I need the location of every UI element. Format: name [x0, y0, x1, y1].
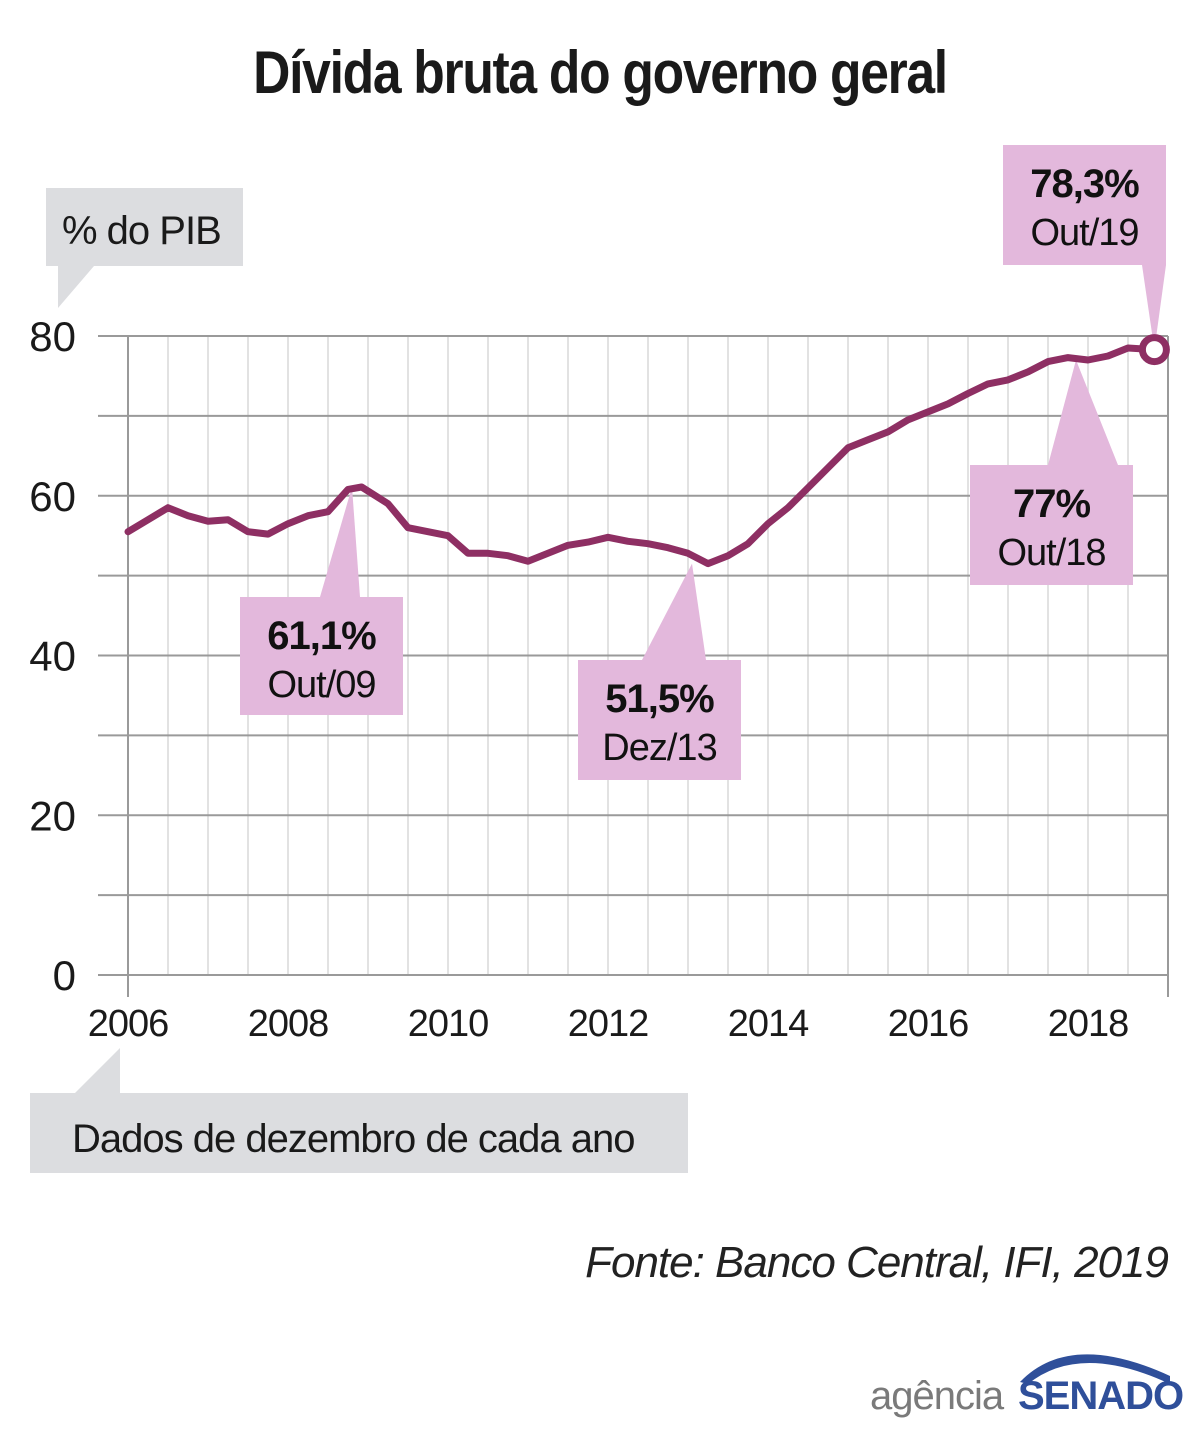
last-point-marker [1138, 334, 1170, 366]
annotation-callout: 51,5% Dez/13 [578, 563, 741, 780]
annotation-callout: 61,1% Out/09 [240, 486, 403, 715]
source-text: Fonte: Banco Central, IFI, 2019 [585, 1238, 1169, 1287]
x-tick-label: 2008 [248, 1003, 329, 1045]
y-tick-label: 20 [29, 792, 76, 839]
annotation-box [578, 660, 741, 780]
annotation-box [970, 465, 1133, 585]
annotations: 61,1% Out/09 51,5% Dez/13 77% Out/18 78,3% Out/… [240, 145, 1166, 780]
y-axis-ticks: 0 20 40 60 80 [29, 313, 76, 999]
annotation-value: 78,3% [1030, 162, 1139, 206]
annotation-date: Out/19 [1030, 212, 1138, 254]
annotation-value: 51,5% [605, 677, 714, 721]
annotation-callout: 77% Out/18 [970, 359, 1133, 585]
annotation-date: Out/09 [267, 664, 375, 706]
y-tick-label: 80 [29, 313, 76, 360]
annotation-date: Dez/13 [602, 727, 716, 769]
chart-note: Dados de dezembro de cada ano [72, 1117, 635, 1161]
logo-agencia-text: agência [870, 1374, 1004, 1418]
y-tick-label: 40 [29, 633, 76, 680]
annotation-pointer [1048, 359, 1118, 465]
line-chart: 0 20 40 60 80 2006 2008 2010 2012 2014 2016 2018 %… [29, 145, 1170, 1173]
annotation-pointer [1142, 265, 1166, 350]
x-tick-label: 2012 [568, 1003, 649, 1045]
annotation-box [1003, 145, 1166, 265]
annotation-date: Out/18 [997, 532, 1105, 574]
x-tick-label: 2016 [888, 1003, 969, 1045]
x-axis-ticks: 2006 2008 2010 2012 2014 2016 2018 [88, 1003, 1130, 1045]
series-layer [124, 334, 1170, 568]
x-tick-label: 2010 [408, 1003, 489, 1045]
annotation-value: 77% [1013, 482, 1090, 526]
y-axis-label-callout: % do PIB [46, 188, 243, 308]
note-callout: Dados de dezembro de cada ano [30, 1048, 688, 1173]
agencia-senado-logo: agência SENADO [870, 1336, 1184, 1426]
logo-senado-text: SENADO [1018, 1374, 1184, 1418]
annotation-pointer [642, 563, 706, 660]
annotation-box [240, 597, 403, 715]
logo-arc-icon [1020, 1354, 1170, 1384]
x-tick-label: 2018 [1048, 1003, 1129, 1045]
annotation-pointer [320, 486, 360, 597]
chart-title: Dívida bruta do governo geral [253, 39, 948, 106]
y-tick-label: 60 [29, 473, 76, 520]
annotation-value: 61,1% [267, 614, 376, 658]
y-tick-label: 0 [53, 952, 76, 999]
x-tick-label: 2006 [88, 1003, 169, 1045]
annotation-callout: 78,3% Out/19 [1003, 145, 1166, 350]
series-line [124, 344, 1158, 568]
y-axis-label: % do PIB [62, 209, 221, 253]
x-tick-label: 2014 [728, 1003, 809, 1045]
